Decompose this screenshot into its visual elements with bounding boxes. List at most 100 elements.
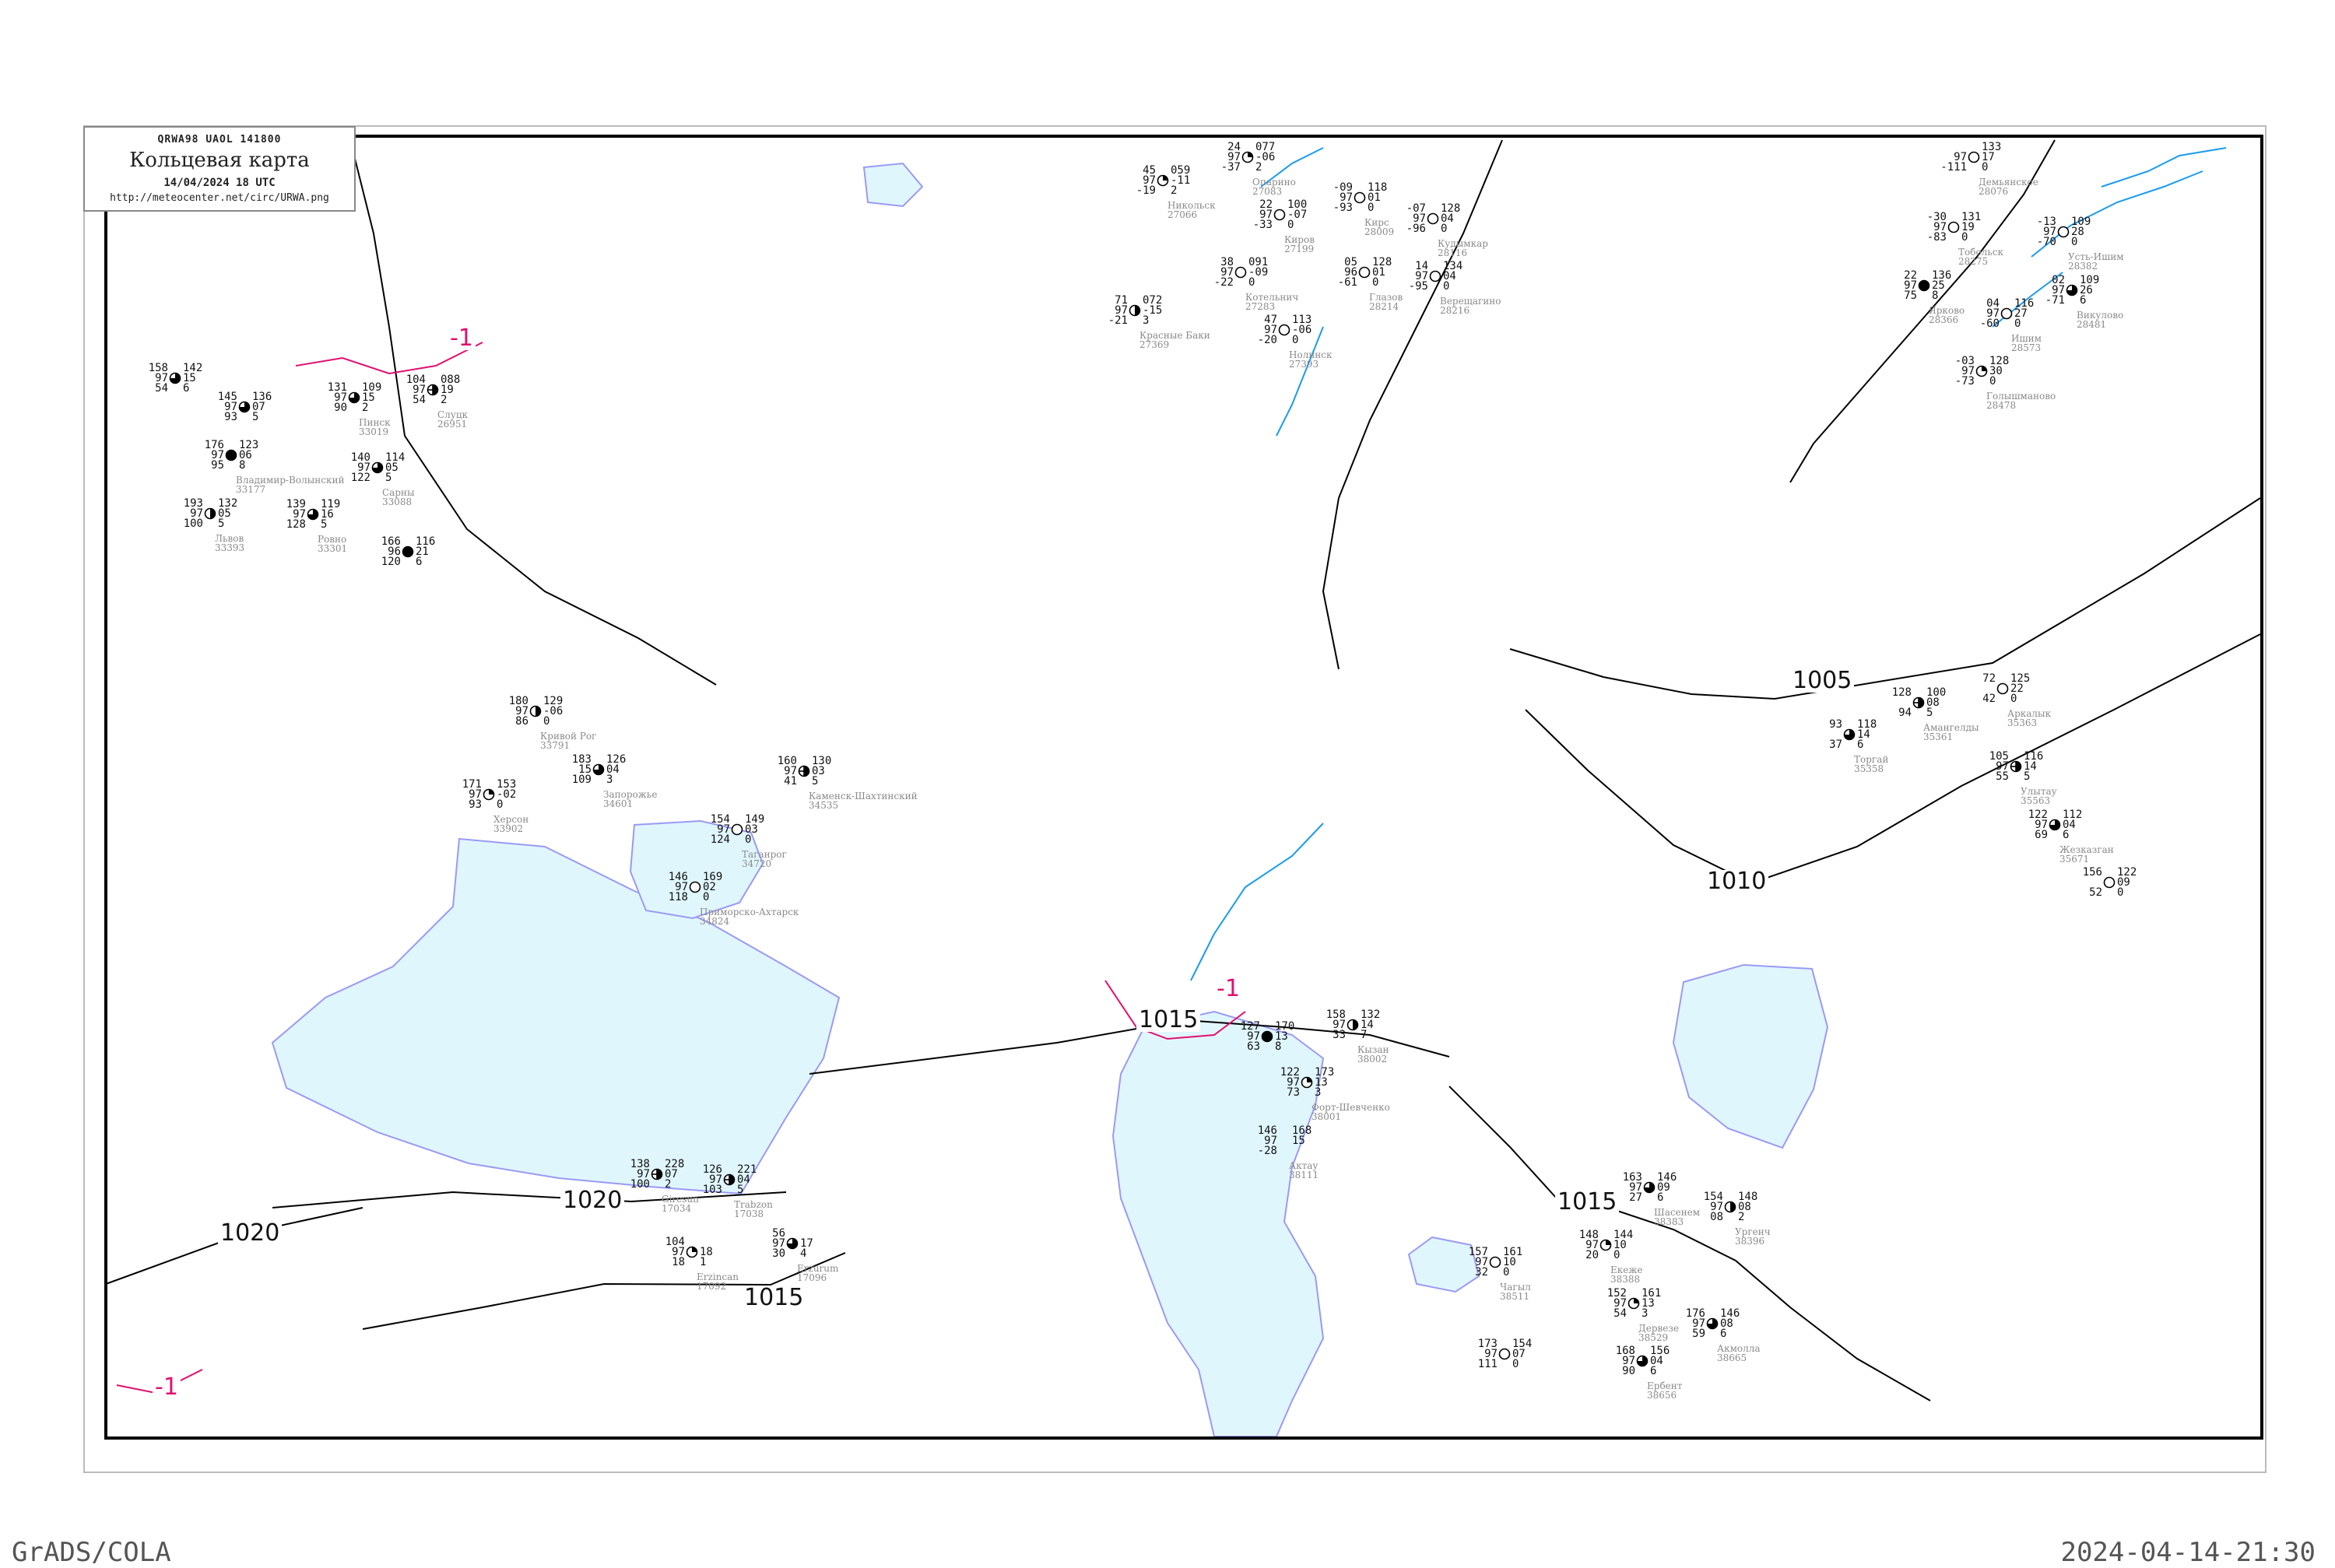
station-pressure-value: 113 — [1292, 314, 1312, 326]
station-temperature: 158 — [1326, 1009, 1346, 1021]
station-id: 35358 — [1854, 763, 1884, 774]
isotherm-1-north — [295, 342, 483, 375]
station-label: Слуцк 26951 — [437, 410, 468, 429]
cloud-cover-icon — [2010, 760, 2022, 773]
station-label: Ярково 28366 — [1929, 306, 1965, 324]
station-temperature: 176 — [204, 439, 224, 451]
station-pressure: 97 — [675, 881, 688, 893]
station-name: Никольск — [1168, 200, 1216, 211]
station-precipitation: 5 — [385, 472, 392, 484]
station-precipitation: 0 — [1613, 1249, 1620, 1261]
station-tendency: 14 — [1361, 1019, 1374, 1031]
station-precipitation: 0 — [1989, 375, 1996, 388]
cloud-cover-icon — [1129, 304, 1141, 317]
station-tendency: 25 — [1932, 279, 1945, 292]
station-pressure: 97 — [1904, 279, 1917, 292]
station-precipitation: 5 — [218, 517, 225, 530]
station-precipitation: 3 — [1315, 1086, 1322, 1099]
station-label: Красные Баки 27369 — [1139, 331, 1210, 349]
station-label: Нолинск 27393 — [1289, 350, 1333, 369]
station-tendency: 07 — [665, 1168, 678, 1180]
station-temperature: 05 — [1344, 256, 1357, 268]
station-pressure: 97 — [1264, 1135, 1277, 1147]
station-tendency: 16 — [321, 508, 334, 521]
seas — [271, 162, 1829, 1437]
station-label: Жезказган 35671 — [2059, 845, 2114, 864]
cloud-cover-icon — [2103, 876, 2116, 889]
station-id: 28478 — [1986, 400, 2017, 411]
isotherm-label: -1 — [153, 1376, 181, 1399]
station-label: Дервезе 38529 — [1638, 1324, 1679, 1342]
station-name: Пинск — [359, 417, 391, 428]
title-box: QRWA98 UAOL 141800 Кольцевая карта 14/04… — [83, 126, 356, 212]
station-pressure: 97 — [224, 401, 237, 413]
station-precipitation: 2 — [441, 394, 448, 406]
station-dew-point: 41 — [784, 775, 797, 788]
station-temperature: 146 — [1257, 1124, 1277, 1137]
station-dew-point: 95 — [211, 459, 224, 472]
isobar-north-1 — [1789, 139, 2056, 483]
station-tendency: 03 — [812, 765, 825, 777]
station-dew-point: 90 — [1622, 1365, 1635, 1377]
station-name: Улытау — [2021, 786, 2057, 797]
isobar-1010 — [1525, 633, 2261, 885]
cloud-cover-icon — [786, 1237, 799, 1250]
cloud-cover-icon — [686, 1246, 698, 1258]
station-pressure: 97 — [1264, 324, 1277, 336]
station-id: 33177 — [236, 484, 266, 495]
station-pressure-value: 169 — [703, 871, 723, 883]
station-name: Кудымкар — [1438, 238, 1488, 249]
station-pressure-value: 088 — [441, 374, 461, 386]
station-dew-point: 122 — [350, 472, 370, 484]
station-name: Ургенч — [1735, 1226, 1771, 1237]
station-pressure: 97 — [1613, 1297, 1627, 1310]
station-temperature: 168 — [1615, 1345, 1635, 1357]
station-pressure-value: 129 — [543, 695, 564, 707]
station-name: Приморско-Ахтарск — [700, 907, 799, 917]
station-pressure-value: 173 — [1315, 1066, 1335, 1079]
station-temperature: 04 — [1986, 297, 2000, 310]
station-pressure-value: 122 — [2117, 866, 2137, 879]
footer-timestamp: 2024-04-14-21:30 — [2060, 1537, 2316, 1568]
station-temperature: 193 — [183, 497, 203, 510]
station-temperature: 180 — [508, 695, 528, 707]
station-pressure-value: 116 — [416, 535, 436, 548]
station-label: Ербент 38656 — [1647, 1381, 1682, 1400]
station-pressure: 97 — [1287, 1076, 1300, 1089]
cloud-cover-icon — [1947, 221, 1960, 233]
cloud-cover-icon — [723, 1173, 736, 1186]
station-pressure-value: 112 — [2063, 809, 2083, 821]
station-dew-point: -83 — [1926, 231, 1947, 244]
station-precipitation: 3 — [1642, 1307, 1649, 1320]
cloud-cover-icon — [427, 384, 439, 396]
station-temperature: 22 — [1904, 269, 1917, 282]
station-id: 35671 — [2059, 854, 2090, 865]
station-tendency: 15 — [183, 372, 196, 384]
station-tendency: -15 — [1143, 304, 1163, 317]
station-dew-point: 128 — [286, 518, 306, 531]
station-id: 38656 — [1647, 1390, 1677, 1401]
station-tendency: -06 — [1255, 151, 1276, 163]
station-pressure: 97 — [357, 461, 370, 474]
station-id: 38002 — [1357, 1054, 1388, 1065]
isotherm-label: -1 — [1214, 977, 1242, 1001]
station-pressure-value: 170 — [1275, 1020, 1295, 1033]
station-id: 17034 — [662, 1203, 692, 1214]
station-pressure-value: 128 — [1989, 355, 2010, 367]
station-tendency: 05 — [385, 461, 399, 474]
station-precipitation: 6 — [183, 382, 190, 395]
station-tendency: 06 — [239, 449, 252, 461]
station-label: Кирс 28009 — [1364, 218, 1394, 237]
station-precipitation: 0 — [2014, 317, 2021, 330]
station-precipitation: 4 — [800, 1247, 807, 1260]
station-tendency: -07 — [1287, 209, 1308, 221]
station-dew-point: 109 — [571, 773, 592, 786]
station-name: Котельнич — [1245, 292, 1299, 303]
station-name: Голышманово — [1986, 391, 2056, 402]
cloud-cover-icon — [1241, 151, 1254, 163]
station-pressure: 97 — [1954, 151, 1967, 163]
station-dew-point: 55 — [1996, 770, 2009, 783]
station-name: Львов — [215, 533, 244, 544]
cloud-cover-icon — [1975, 365, 1988, 377]
